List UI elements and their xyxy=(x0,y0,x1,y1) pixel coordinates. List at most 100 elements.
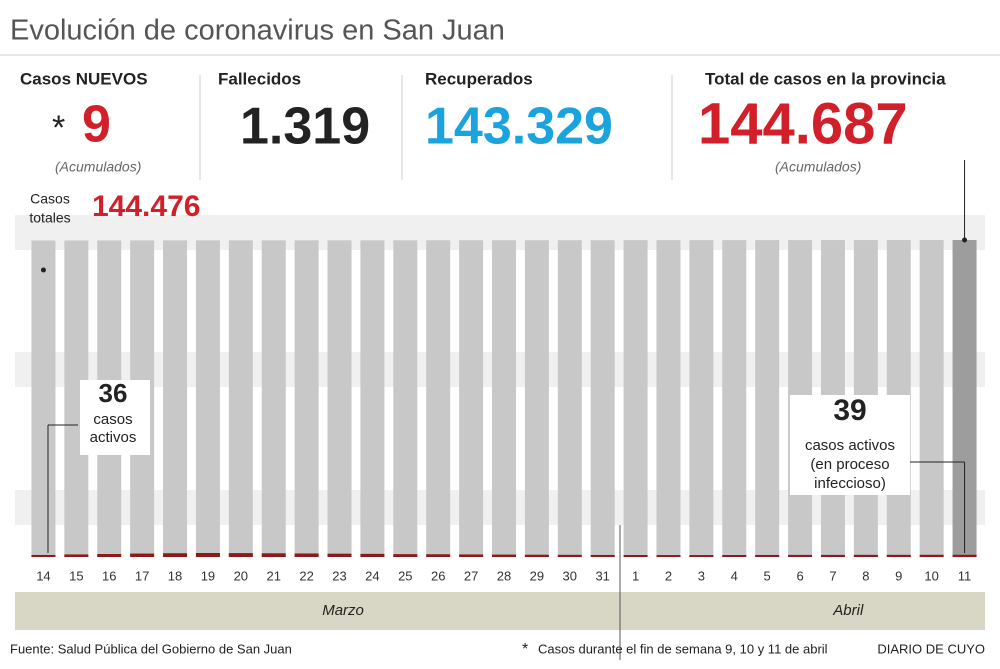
active-bar xyxy=(689,555,714,557)
footnote: Casos durante el fin de semana 9, 10 y 1… xyxy=(538,641,828,656)
annotation: casos xyxy=(93,411,132,428)
bar xyxy=(327,240,352,558)
active-bar xyxy=(130,553,155,557)
bar xyxy=(426,240,451,557)
x-tick-label: 10 xyxy=(924,568,938,583)
active-bar xyxy=(788,554,813,557)
x-tick-label: 27 xyxy=(464,568,478,583)
x-tick-label: 21 xyxy=(266,568,280,583)
x-tick-label: 2 xyxy=(665,568,672,583)
total-label: totales xyxy=(29,210,70,226)
active-bar xyxy=(590,554,615,557)
active-bar xyxy=(97,554,122,557)
x-tick-label: 6 xyxy=(796,568,803,583)
x-tick-label: 26 xyxy=(431,568,445,583)
month-label: Marzo xyxy=(322,602,364,619)
active-bar xyxy=(886,554,911,557)
stat-value: 144.687 xyxy=(698,91,908,156)
x-tick-label: 18 xyxy=(168,568,182,583)
bar xyxy=(919,240,944,557)
value-label: 39 xyxy=(833,394,866,427)
title: Evolución de coronavirus en San Juan xyxy=(10,15,505,47)
x-tick-label: 11 xyxy=(958,568,972,583)
total-label: Casos xyxy=(30,191,70,207)
stat-note: (Acumulados) xyxy=(55,159,141,175)
active-bar xyxy=(459,554,484,557)
x-tick-label: 29 xyxy=(530,568,544,583)
bar xyxy=(755,240,780,558)
active-bar xyxy=(327,553,352,557)
brand: DIARIO DE CUYO xyxy=(877,641,985,656)
bar xyxy=(590,240,615,557)
bar xyxy=(393,240,418,557)
x-tick-label: 31 xyxy=(595,568,609,583)
x-tick-label: 4 xyxy=(731,568,738,583)
bar xyxy=(459,240,484,558)
annotation: activos xyxy=(90,429,137,446)
active-bar xyxy=(360,553,385,557)
bar xyxy=(557,240,582,557)
x-tick-label: 25 xyxy=(398,568,412,583)
x-tick-label: 16 xyxy=(102,568,116,583)
x-tick-label: 23 xyxy=(332,568,346,583)
x-tick-label: 17 xyxy=(135,568,149,583)
bar xyxy=(360,240,385,557)
active-bar xyxy=(524,554,549,557)
label-bg xyxy=(80,380,150,455)
active-bar xyxy=(393,554,418,557)
x-tick-label: 28 xyxy=(497,568,511,583)
bar xyxy=(228,240,253,557)
active-bar xyxy=(853,554,878,557)
bar xyxy=(656,240,681,557)
active-bar xyxy=(952,554,977,557)
stat-prefix: * xyxy=(52,109,65,147)
x-tick-label: 7 xyxy=(829,568,836,583)
annotation: infeccioso) xyxy=(814,475,886,492)
value-label: 36 xyxy=(99,378,128,408)
x-tick-label: 3 xyxy=(698,568,705,583)
x-tick-label: 8 xyxy=(862,568,869,583)
bar xyxy=(294,240,319,558)
x-tick-label: 15 xyxy=(69,568,83,583)
x-tick-label: 20 xyxy=(234,568,248,583)
stat-note: (Acumulados) xyxy=(775,159,861,175)
stat-label: Fallecidos xyxy=(218,69,301,88)
bar xyxy=(524,240,549,557)
x-tick-label: 14 xyxy=(36,568,50,583)
value-label: 144.476 xyxy=(92,190,200,223)
bar xyxy=(195,240,220,557)
bar xyxy=(722,240,747,557)
active-bar xyxy=(426,554,451,557)
active-bar xyxy=(656,555,681,557)
active-bar xyxy=(722,555,747,557)
stat-label: Total de casos en la provincia xyxy=(705,69,946,88)
active-bar xyxy=(163,553,188,557)
active-bar xyxy=(31,554,56,557)
stat-value: 1.319 xyxy=(240,98,370,156)
active-bar xyxy=(294,553,319,557)
bar xyxy=(689,240,714,557)
source: Fuente: Salud Pública del Gobierno de Sa… xyxy=(10,641,292,656)
active-bar xyxy=(755,554,780,557)
marker xyxy=(40,267,46,273)
x-tick-label: 9 xyxy=(895,568,902,583)
annotation: (en proceso xyxy=(810,456,889,473)
x-tick-label: 1 xyxy=(632,568,639,583)
active-bar xyxy=(557,554,582,557)
active-bar xyxy=(623,555,648,557)
x-tick-label: 22 xyxy=(299,568,313,583)
bar xyxy=(492,240,516,557)
bar xyxy=(623,240,648,557)
stat-label: Casos NUEVOS xyxy=(20,69,148,88)
active-bar xyxy=(195,553,220,557)
asterisk: * xyxy=(522,641,528,658)
annotation: casos activos xyxy=(805,437,895,454)
month-band xyxy=(15,592,985,630)
active-bar xyxy=(261,553,286,557)
label-bg xyxy=(790,395,910,495)
stat-label: Recuperados xyxy=(425,69,533,88)
x-tick-label: 30 xyxy=(563,568,577,583)
active-bar xyxy=(228,553,253,557)
x-tick-label: 24 xyxy=(365,568,379,583)
